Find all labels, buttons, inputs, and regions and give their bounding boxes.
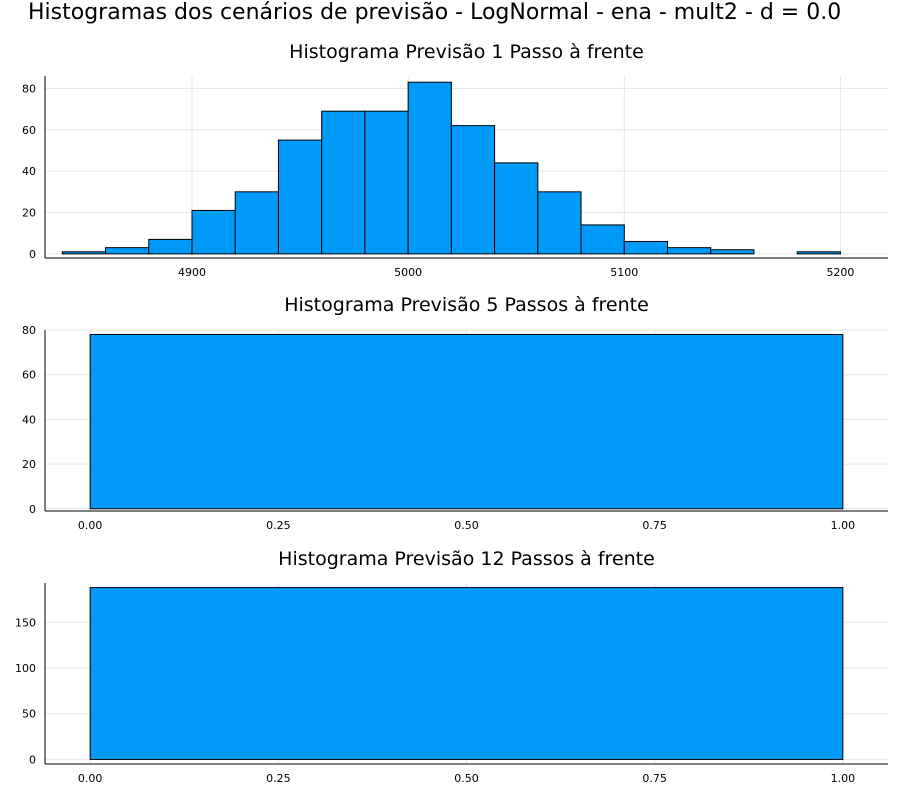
panel-3-x-tick-label: 1.00 — [831, 772, 856, 785]
panel-1-x-tick-label: 4900 — [178, 266, 206, 279]
panel-1-bar — [667, 247, 712, 255]
panel-2-x-tick-label: 0.25 — [266, 519, 291, 532]
panel-3-x-tick-label: 0.75 — [642, 772, 667, 785]
panel-3-y-tick-label: 100 — [15, 662, 36, 675]
panel-2-title: Histograma Previsão 5 Passos à frente — [284, 294, 649, 316]
panel-1-x-tick-label: 5200 — [826, 266, 854, 279]
panel-3-x-tick-label: 0.00 — [78, 772, 103, 785]
panel-1-y-tick-label: 20 — [22, 207, 36, 220]
panel-2-y-tick-label: 20 — [22, 458, 36, 471]
panel-2-y-tick-label: 80 — [22, 324, 36, 337]
figure-suptitle: Histogramas dos cenários de previsão - L… — [28, 0, 842, 25]
panel-1-title: Histograma Previsão 1 Passo à frente — [289, 41, 644, 63]
panel-2-x-tick-label: 0.00 — [78, 519, 103, 532]
panel-3-bar — [89, 587, 844, 760]
panel-1-bar — [407, 81, 452, 255]
panel-2-y-tick-label: 40 — [22, 413, 36, 426]
panel-1-bar — [364, 110, 409, 255]
panel-3-x-tick-label: 0.50 — [454, 772, 479, 785]
panel-1-bar — [623, 240, 669, 255]
panel-3-y-tick-label: 50 — [22, 708, 36, 721]
panel-1-bar — [321, 110, 366, 255]
panel-2-x-tick-label: 0.75 — [642, 519, 667, 532]
panel-1-y-tick-label: 60 — [22, 124, 36, 137]
panel-1-y-tick-label: 80 — [22, 82, 36, 95]
panel-1-bar — [277, 139, 323, 255]
panel-1-bar — [450, 125, 496, 255]
panel-1-bar — [191, 209, 236, 255]
panel-2-x-tick-label: 1.00 — [831, 519, 856, 532]
panel-3-title: Histograma Previsão 12 Passos à frente — [278, 548, 655, 570]
panel-3-x-tick-label: 0.25 — [266, 772, 291, 785]
panel-3-y-tick-label: 0 — [29, 753, 36, 766]
panel-2-y-tick-label: 0 — [29, 503, 36, 516]
panel-1-y-tick-label: 40 — [22, 165, 36, 178]
panel-1-bar — [148, 238, 193, 255]
panel-1-bar — [537, 191, 582, 255]
panel-2-bar — [89, 333, 844, 510]
panel-1-y-tick-label: 0 — [29, 248, 36, 261]
panel-1-bar — [105, 247, 150, 255]
panel-2-y-tick-label: 60 — [22, 369, 36, 382]
panel-1-bar — [796, 251, 841, 255]
panel-1-bar — [61, 251, 107, 255]
panel-3-y-tick-label: 150 — [15, 616, 36, 629]
panel-1-bar — [580, 224, 625, 255]
panel-2-x-tick-label: 0.50 — [454, 519, 479, 532]
panel-1-bar — [234, 191, 279, 255]
panel-1-x-tick-label: 5000 — [394, 266, 422, 279]
panel-1-x-tick-label: 5100 — [610, 266, 638, 279]
panel-1-bar — [494, 162, 539, 255]
panel-1-bar — [710, 249, 755, 255]
